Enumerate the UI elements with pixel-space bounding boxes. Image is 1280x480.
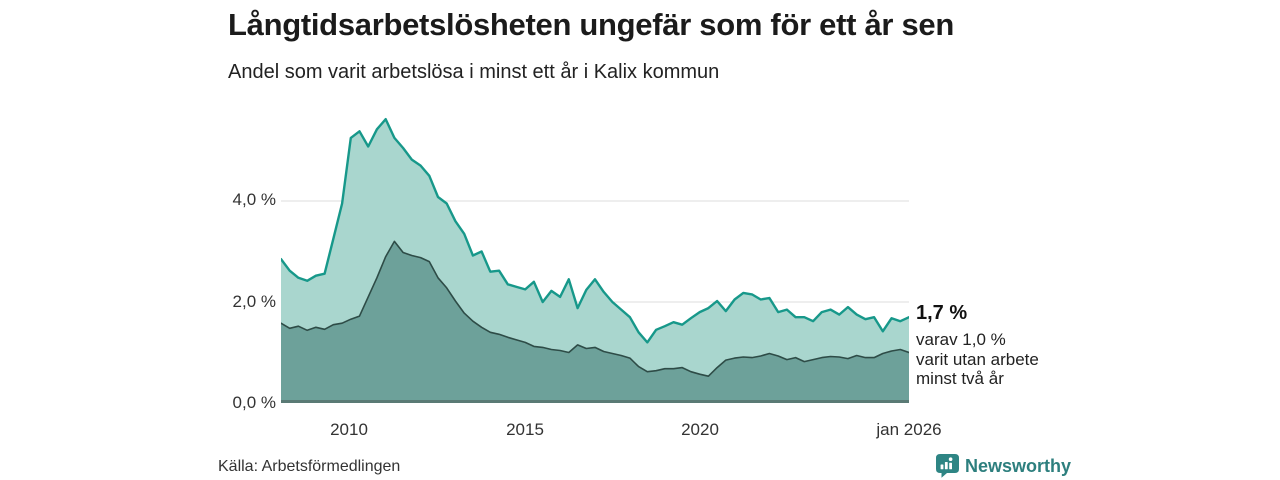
- page-title: Långtidsarbetslösheten ungefär som för e…: [228, 7, 955, 42]
- end-value-annotation: 1,7 % varav 1,0 % varit utan arbete mins…: [916, 302, 1096, 389]
- unemployment-area-chart: [281, 118, 909, 403]
- x-axis-tick-label: jan 2026: [876, 420, 942, 439]
- annotation-line: minst två år: [916, 369, 1004, 388]
- y-axis-tick-label: 2,0 %: [232, 292, 276, 311]
- annotation-line: varav 1,0 %: [916, 330, 1006, 349]
- x-axis-tick-label: 2020: [681, 420, 719, 439]
- y-axis-tick-label: 0,0 %: [232, 393, 276, 412]
- annotation-line: varit utan arbete: [916, 349, 1039, 369]
- newsworthy-brand: Newsworthy: [936, 454, 1071, 478]
- brand-name: Newsworthy: [965, 455, 1072, 476]
- x-axis-tick-label: 2010: [330, 420, 368, 439]
- source-credit: Källa: Arbetsförmedlingen: [218, 458, 401, 475]
- chart-subtitle: Andel som varit arbetslösa i minst ett å…: [228, 61, 720, 83]
- y-axis-tick-label: 4,0 %: [232, 190, 276, 209]
- x-axis-tick-label: 2015: [506, 420, 544, 439]
- newsworthy-logo-icon: [936, 454, 959, 478]
- annotation-headline: 1,7 %: [916, 302, 968, 324]
